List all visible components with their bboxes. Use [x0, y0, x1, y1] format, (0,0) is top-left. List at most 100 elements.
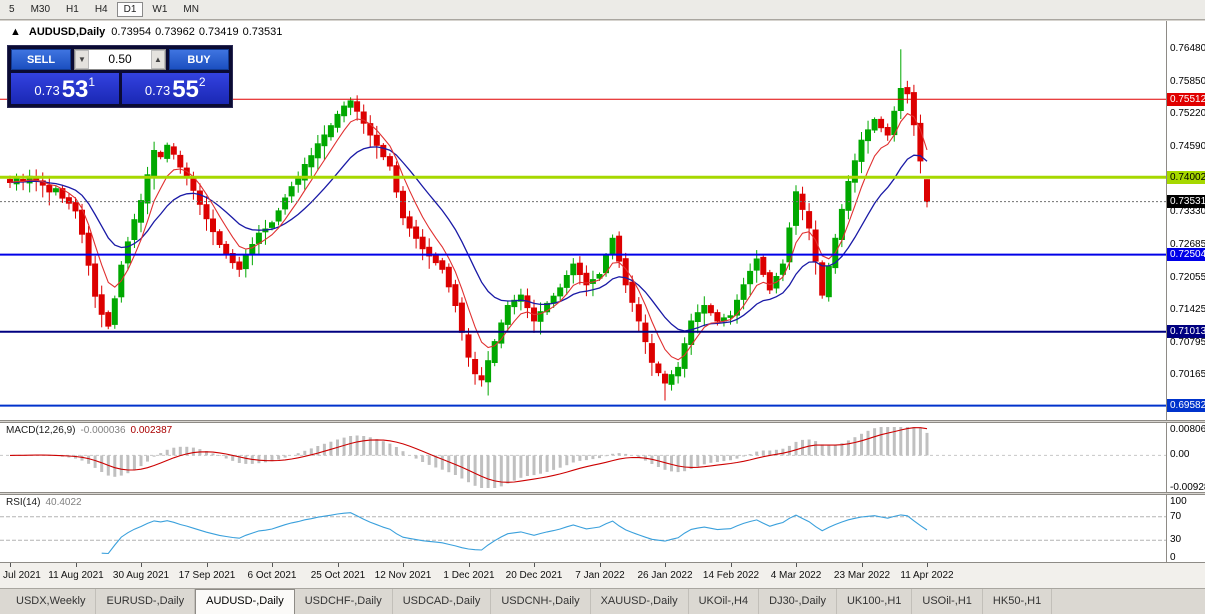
timeframe-button-m30[interactable]: M30 [30, 4, 51, 15]
date-tick [469, 563, 470, 567]
rsi-axis-tick: 70 [1170, 511, 1182, 522]
chart-tab-xauusd[interactable]: XAUUSD-,Daily [591, 589, 689, 614]
chart-tab-usdx[interactable]: USDX,Weekly [6, 589, 97, 614]
sell-price-prefix: 0.73 [34, 83, 60, 98]
rsi-label: RSI(14) 40.4022 [6, 497, 82, 508]
date-tick [207, 563, 208, 567]
price-tick: 0.70165 [1170, 369, 1205, 380]
collapse-icon[interactable]: ▲ [10, 26, 21, 38]
rsi-axis-tick: 0 [1170, 552, 1176, 563]
date-label: 20 Dec 2021 [505, 570, 563, 581]
timeframe-button-h1[interactable]: H1 [66, 4, 79, 15]
macd-main-value: -0.000036 [80, 425, 126, 436]
macd-indicator-chart[interactable] [0, 423, 1166, 492]
date-label: 11 Apr 2022 [900, 570, 954, 581]
chart-tab-usdcnh[interactable]: USDCNH-,Daily [491, 589, 591, 614]
date-label: 23 Jul 2021 [0, 570, 41, 581]
sell-price-pips: 53 [61, 76, 89, 103]
price-tick: 0.73330 [1170, 206, 1205, 217]
rsi-axis-tick: 30 [1170, 534, 1182, 545]
price-axis[interactable]: 0.76480 0.75850 0.75220 0.74590 0.73330 0.726… [1166, 21, 1205, 563]
price-tick: 0.74590 [1170, 141, 1205, 152]
ohlc-close: 0.73531 [242, 26, 283, 38]
symbol-label: AUDUSD,Daily [28, 26, 106, 38]
macd-axis-tick: 0.00 [1170, 449, 1190, 460]
timeframe-button-d1[interactable]: D1 [116, 2, 144, 17]
price-line-label: 0.75512 [1167, 93, 1205, 106]
chart-tab-eurusd[interactable]: EURUSD-,Daily [96, 589, 196, 614]
chart-tab-usoil[interactable]: USOil-,H1 [912, 589, 983, 614]
price-tick: 0.72685 [1170, 239, 1205, 250]
price-tick: 0.70795 [1170, 337, 1205, 348]
rsi-axis-tick: 100 [1170, 496, 1187, 507]
macd-name: MACD(12,26,9) [6, 425, 76, 436]
chart-window[interactable]: 0.76480 0.75850 0.75220 0.74590 0.73330 0.726… [0, 21, 1205, 563]
timeframe-button-mn[interactable]: MN [183, 4, 199, 15]
time-axis[interactable]: 23 Jul 2021 11 Aug 2021 30 Aug 2021 17 Sep … [0, 562, 1205, 588]
volume-input[interactable]: 0.50 [108, 52, 132, 66]
date-tick [403, 563, 404, 567]
panel-splitter[interactable] [0, 420, 1205, 423]
price-line-label: 0.71013 [1167, 325, 1205, 338]
chart-tab-uk100[interactable]: UK100-,H1 [837, 589, 913, 614]
chart-title: ▲ AUDUSD,Daily 0.73954 0.73962 0.73419 0.7353… [10, 26, 286, 38]
ohlc-low: 0.73419 [198, 26, 239, 38]
buy-price-pipette: 2 [198, 75, 206, 89]
timeframe-button-h4[interactable]: H4 [94, 4, 108, 15]
macd-axis-tick: -0.00928 [1170, 482, 1205, 493]
rsi-value: 40.4022 [45, 497, 82, 508]
price-line-label: 0.73531 [1167, 195, 1205, 208]
volume-control[interactable]: ▼ 0.50 ▲ [74, 49, 166, 70]
price-tick: 0.75850 [1170, 76, 1205, 87]
volume-down-icon[interactable]: ▼ [75, 50, 89, 69]
macd-signal-value: 0.002387 [130, 425, 173, 436]
timeframe-button-5[interactable]: 5 [9, 4, 15, 15]
chart-tab-ukoil[interactable]: UKOil-,H4 [689, 589, 760, 614]
main-price-chart[interactable] [0, 21, 1166, 420]
date-tick [862, 563, 863, 567]
date-tick [600, 563, 601, 567]
date-tick [731, 563, 732, 567]
timeframe-toolbar: 5 M30 H1 H4 D1 W1 MN [0, 0, 1205, 20]
date-label: 23 Mar 2022 [833, 570, 891, 581]
rsi-indicator-chart[interactable] [0, 495, 1166, 562]
date-label: 1 Dec 2021 [443, 570, 495, 581]
chart-tab-usdchf[interactable]: USDCHF-,Daily [295, 589, 393, 614]
chart-tab-dj30[interactable]: DJ30-,Daily [759, 589, 837, 614]
date-label: 11 Aug 2021 [48, 570, 104, 581]
date-tick [927, 563, 928, 567]
ohlc-high: 0.73962 [155, 26, 195, 38]
ohlc-open: 0.73954 [111, 26, 152, 38]
panel-splitter[interactable] [0, 492, 1205, 495]
date-label: 26 Jan 2022 [637, 570, 693, 581]
timeframe-button-w1[interactable]: W1 [152, 4, 168, 15]
sell-button[interactable]: SELL [11, 49, 71, 70]
date-label: 17 Sep 2021 [178, 570, 236, 581]
sell-price-pipette: 1 [88, 75, 96, 89]
date-tick [10, 563, 11, 567]
date-tick [665, 563, 666, 567]
buy-price-prefix: 0.73 [144, 83, 171, 98]
date-label: 4 Mar 2022 [770, 570, 822, 581]
date-tick [76, 563, 77, 567]
date-tick [796, 563, 797, 567]
buy-button[interactable]: BUY [169, 49, 229, 70]
chart-tab-audusd[interactable]: AUDUSD-,Daily [195, 589, 295, 614]
chart-tab-bar: USDX,Weekly EURUSD-,Daily AUDUSD-,Daily USD… [0, 588, 1205, 614]
buy-price-display[interactable]: 0.73 55 2 [121, 73, 229, 104]
date-label: 25 Oct 2021 [310, 570, 366, 581]
date-label: 14 Feb 2022 [702, 570, 760, 581]
date-label: 7 Jan 2022 [575, 570, 625, 581]
date-tick [534, 563, 535, 567]
price-line-label: 0.72504 [1167, 248, 1205, 261]
volume-up-icon[interactable]: ▲ [151, 50, 165, 69]
chart-tab-usdcad[interactable]: USDCAD-,Daily [393, 589, 492, 614]
macd-axis-tick: 0.008061 [1170, 424, 1205, 435]
price-line-label: 0.74002 [1167, 171, 1205, 184]
chart-tab-hk50[interactable]: HK50-,H1 [983, 589, 1053, 614]
date-tick [338, 563, 339, 567]
sell-price-display[interactable]: 0.73 53 1 [11, 73, 119, 104]
price-tick: 0.71425 [1170, 304, 1205, 315]
price-tick: 0.76480 [1170, 43, 1205, 54]
one-click-trading-panel[interactable]: SELL ▼ 0.50 ▲ BUY 0.73 53 1 0.73 55 2 [8, 46, 232, 107]
